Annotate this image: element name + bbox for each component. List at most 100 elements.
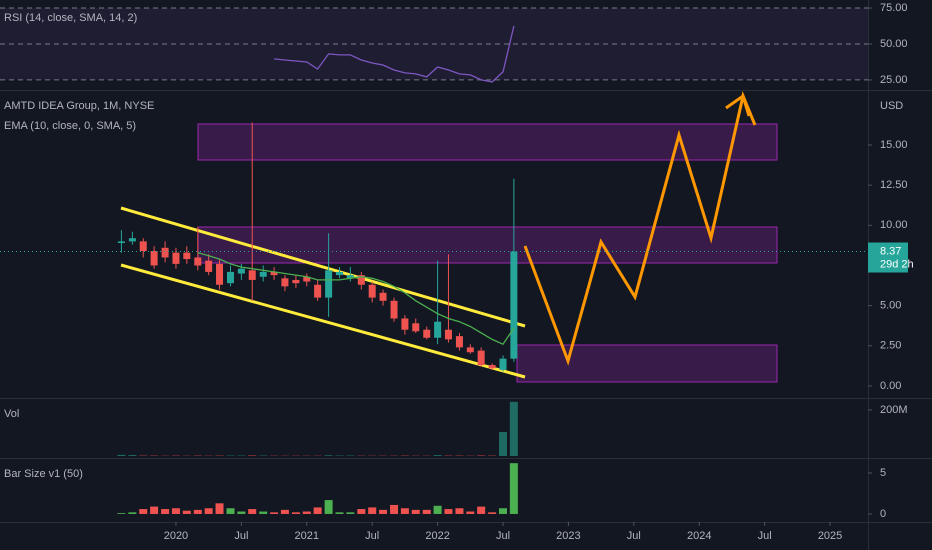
x-tick-label: 2024 [687,530,711,542]
bar [313,507,322,514]
bar [117,513,126,514]
trend-line [120,263,526,379]
candle-body [303,276,311,282]
candle-body [259,271,267,277]
bar [335,512,344,514]
candle-body [423,329,431,338]
x-tick-label: Jul [496,530,510,542]
bar [509,463,518,514]
bar [280,509,289,514]
bar [379,509,388,514]
y-tick-label: 75.00 [880,2,908,14]
y-tick-label: 0.00 [880,380,901,392]
y-tick-label: 50.00 [880,38,908,50]
bar [466,511,475,514]
vol-title: Vol [4,408,19,420]
candle-body [194,257,202,266]
bar [444,455,453,456]
candle-body [172,252,180,264]
y-tick-label: 5.00 [880,300,901,312]
bar [215,455,224,456]
candle-body [434,321,442,338]
ema-line [197,251,515,346]
candle-body [270,271,278,276]
candle-body [412,323,420,332]
y-tick-label: 200M [880,404,908,416]
bar [259,511,268,514]
bar [248,455,257,456]
bar [237,511,246,514]
x-tick-label: 2025 [818,530,842,542]
x-tick-label: 2020 [164,530,188,542]
bar [422,509,431,514]
candle-body [379,292,387,301]
bar [346,512,355,514]
bar [455,508,464,514]
bar [302,511,311,514]
candle-body [466,347,474,353]
bar [193,455,202,456]
candle-body [325,270,333,298]
price-tag-label: 8.37 [880,245,901,257]
bar [433,505,442,514]
plot: 75.0050.0025.000.002.505.007.5010.0012.5… [0,2,914,542]
candle-body [401,318,409,330]
candle-body [281,278,289,287]
bar [400,455,409,456]
y-tick-label: 2.50 [880,340,901,352]
candle-body [117,241,125,243]
bar [270,512,279,514]
x-tick-label: Jul [234,530,248,542]
bar [509,401,518,456]
bar [357,509,366,514]
bar [150,455,159,456]
zone-box [197,226,778,264]
bar [226,508,235,514]
candle-body [227,271,235,284]
y-tick-label: 25.00 [880,74,908,86]
y-tick-label: 0 [880,508,886,520]
bar [368,507,377,514]
bar [324,455,333,456]
candle-body [346,275,354,279]
projection-path [523,91,757,366]
rsi-title: RSI (14, close, SMA, 14, 2) [4,12,137,24]
x-tick-label: Jul [758,530,772,542]
candle-body [455,336,463,348]
bar [499,432,508,456]
zone-box [516,344,778,383]
price-tag [868,242,908,273]
zone-box [197,123,778,161]
candle-body [368,284,376,298]
candle-body [139,241,147,252]
trend-line [120,206,526,328]
y-tick-label: 12.50 [880,179,908,191]
x-tick-label: Jul [627,530,641,542]
bar [477,506,486,514]
bar [324,500,333,514]
bar [411,509,420,514]
bar [444,509,453,514]
candle-body [499,358,507,370]
bar [433,455,442,456]
arrow-head [725,93,751,117]
x-tick-label: 2022 [425,530,449,542]
bar [150,506,159,514]
candle-body [314,284,322,298]
bar [390,504,399,514]
bar [291,512,300,514]
bar [248,509,257,514]
bar [139,455,148,456]
candle-body [205,260,213,272]
candle-body [477,350,485,366]
candle-body [128,238,136,242]
ema-title: EMA (10, close, 0, SMA, 5) [4,120,136,132]
bar [117,454,126,456]
bar [139,509,148,514]
bar [477,455,486,456]
y-tick-label: 10.00 [880,219,908,231]
barsize-title: Bar Size v1 (50) [4,468,83,480]
candle-body [488,365,496,369]
